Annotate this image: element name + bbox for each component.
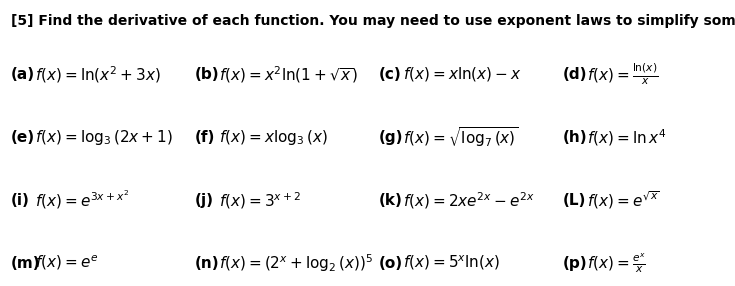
Text: $f(x) = \sqrt{\log_7(x)}$: $f(x) = \sqrt{\log_7(x)}$ [403, 125, 519, 149]
Text: [5] Find the derivative of each function. You may need to use exponent laws to s: [5] Find the derivative of each function… [11, 14, 735, 28]
Text: $f(x) = \ln(x^2 + 3x)$: $f(x) = \ln(x^2 + 3x)$ [35, 64, 161, 85]
Text: $f(x) = 2xe^{2x} - e^{2x}$: $f(x) = 2xe^{2x} - e^{2x}$ [403, 190, 534, 210]
Text: (o): (o) [379, 256, 403, 271]
Text: (e): (e) [11, 130, 35, 145]
Text: (j): (j) [195, 193, 214, 208]
Text: $f(x) = x^2\ln(1 + \sqrt{x})$: $f(x) = x^2\ln(1 + \sqrt{x})$ [219, 64, 359, 85]
Text: (L): (L) [562, 193, 586, 208]
Text: $f(x) = x\log_3(x)$: $f(x) = x\log_3(x)$ [219, 128, 328, 147]
Text: (f): (f) [195, 130, 215, 145]
Text: $f(x) = 5^x\ln(x)$: $f(x) = 5^x\ln(x)$ [403, 254, 500, 273]
Text: (h): (h) [562, 130, 587, 145]
Text: (c): (c) [379, 67, 401, 82]
Text: $f(x) = \frac{\ln(x)}{x}$: $f(x) = \frac{\ln(x)}{x}$ [587, 61, 658, 87]
Text: (m): (m) [11, 256, 40, 271]
Text: $f(x) = 3^{x+2}$: $f(x) = 3^{x+2}$ [219, 190, 301, 210]
Text: (n): (n) [195, 256, 220, 271]
Text: (i): (i) [11, 193, 30, 208]
Text: $f(x) = \ln x^4$: $f(x) = \ln x^4$ [587, 127, 666, 148]
Text: $f(x) = \log_3(2x + 1)$: $f(x) = \log_3(2x + 1)$ [35, 128, 173, 147]
Text: (k): (k) [379, 193, 402, 208]
Text: $f(x) = \frac{e^x}{x}$: $f(x) = \frac{e^x}{x}$ [587, 251, 645, 275]
Text: $f(x) = e^{\sqrt{x}}$: $f(x) = e^{\sqrt{x}}$ [587, 190, 659, 211]
Text: (b): (b) [195, 67, 220, 82]
Text: $f(x) = e^{3x+x^2}$: $f(x) = e^{3x+x^2}$ [35, 189, 129, 211]
Text: $f(x) = x\ln(x) - x$: $f(x) = x\ln(x) - x$ [403, 65, 522, 83]
Text: (g): (g) [379, 130, 403, 145]
Text: (d): (d) [562, 67, 587, 82]
Text: $f(x) = (2^x + \log_2(x))^5$: $f(x) = (2^x + \log_2(x))^5$ [219, 252, 373, 274]
Text: (a): (a) [11, 67, 35, 82]
Text: $f(x) = e^e$: $f(x) = e^e$ [35, 254, 98, 273]
Text: (p): (p) [562, 256, 587, 271]
